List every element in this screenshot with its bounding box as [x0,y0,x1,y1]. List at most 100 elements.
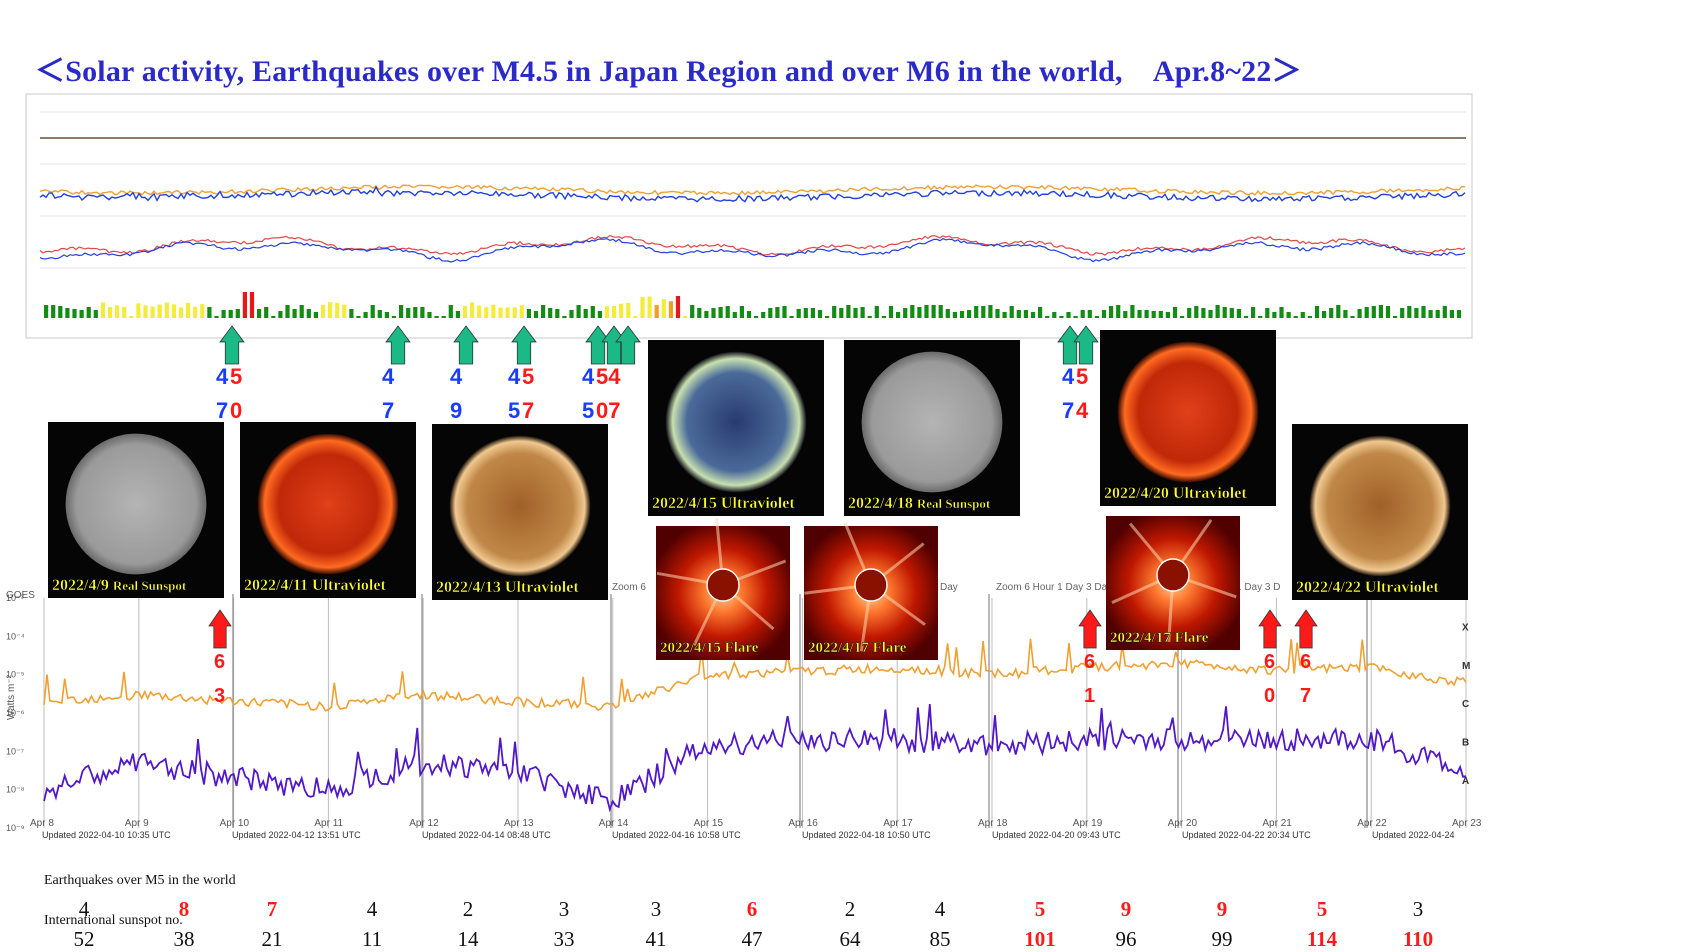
kp-bar [1222,307,1227,318]
kp-bar [739,306,744,318]
kp-bar [1357,309,1362,318]
japan-count-left: 7 [216,398,228,423]
kp-bar [136,303,141,318]
goes-date-label: Apr 16 [788,818,818,829]
kp-bar [839,308,844,318]
kp-bar [754,316,759,318]
kp-bar [896,312,901,318]
kp-bar [1329,308,1334,318]
kp-bar [1400,308,1405,318]
kp-bar [1066,312,1071,318]
caption-kind: Ultraviolet [1365,579,1439,596]
goes-zoom-label: Zoom 6 Hour 1 Day 3 Da [996,582,1108,593]
sunspot-number-cell: 52 [74,927,95,951]
sun-image-tile: 2022/4/15 Ultraviolet [648,340,824,516]
magnetometer-blue-line [39,237,1466,263]
kp-bar [832,306,837,318]
kp-bar [1364,307,1369,318]
kp-bar [335,302,340,318]
kp-bar [626,302,631,318]
kp-bar [1229,308,1234,318]
kp-bar [952,312,957,318]
kp-bar [399,305,404,318]
sun-image-tile: 2022/4/18 Real Sunspot [844,340,1020,516]
japan-count-left: 9 [450,398,462,423]
kp-bar [1180,316,1185,318]
sun-image-tile: 2022/4/11 Ultraviolet [240,422,416,598]
goes-zoom-label: 1 Day 3 D [1236,582,1280,593]
sun-image-caption: 2022/4/13 Ultraviolet [436,579,579,596]
kp-bar [711,308,716,318]
sun-disk [1117,341,1259,483]
kp-bar [107,307,113,318]
kp-bar [448,305,453,318]
kp-bar [1350,316,1355,318]
kp-bar [115,305,120,318]
japan-mag-right: 5 [522,364,534,389]
sunspot-number-cell: 110 [1403,927,1433,951]
kp-bar [299,305,304,318]
sunspot-number-cell: 41 [646,927,667,951]
japan-count-right: 07 [596,398,620,423]
caption-kind: Ultraviolet [505,579,579,596]
goes-date-label: Apr 8 [30,818,54,829]
goes-updated-label: Updated 2022-04-16 10:58 UTC [612,830,741,840]
kp-bar [732,312,737,318]
sun-image-caption: 2022/4/20 Ultraviolet [1104,485,1247,502]
top-strip-plots [39,111,1466,318]
kp-bar [1130,305,1135,318]
goes-updated-label: Updated 2022-04-14 08:48 UTC [422,830,551,840]
goes-long-flux-line [43,638,1467,712]
kp-bar [58,306,63,318]
kp-bar [257,309,262,318]
kp-bar [789,316,794,318]
earthquake-count-cell: 5 [1317,897,1328,921]
caption-date: 2022/4/17 [808,640,873,656]
japan-count-left: 7 [382,398,394,423]
kp-bar [420,307,425,318]
coronagraph-occulter [854,568,888,602]
quake-arrow-icon [1073,325,1099,365]
japan-mag-right: 54 [596,364,621,389]
kp-bar [228,310,233,318]
quake-arrow-icon [511,325,537,365]
caption-kind: Ultraviolet [721,495,795,512]
kp-bar [860,307,865,318]
kp-bar [576,305,581,318]
kp-bar [292,309,297,318]
kp-bar [93,310,98,318]
world-quake-count: 7 [1300,685,1311,707]
goes-ytick-label: 10⁻⁴ [6,631,25,641]
kp-bar [825,316,830,318]
kp-bar [817,310,823,318]
goes-date-label: Apr 20 [1168,818,1198,829]
kp-bar [1137,310,1142,318]
kp-bar [668,301,673,318]
kp-bar [640,297,645,318]
kp-bar [1194,306,1199,318]
world-quake-arrow-icon [208,609,232,649]
world-quake-mag: 6 [1084,651,1095,673]
earthquake-count-cell: 7 [267,897,278,921]
kp-bar [498,307,503,318]
kp-bar [1052,312,1057,318]
kp-bar [434,316,439,318]
kp-bar [1243,316,1249,318]
earthquake-count-cell: 4 [79,897,90,921]
goes-series [43,638,1467,813]
world-quake-arrow-icon [1258,609,1282,649]
kp-bar [129,316,134,318]
kp-bar [427,312,432,318]
sun-disk [861,351,1003,493]
sun-disk [665,351,807,493]
kp-bar [697,308,702,318]
kp-bar [654,305,659,318]
kp-bar [541,305,546,318]
goes-short-flux-line [43,704,1467,813]
kp-bar [470,302,475,318]
caption-date: 2022/4/18 [848,495,917,512]
kp-bar [377,310,382,318]
kp-bar [768,308,773,318]
kp-bar [1109,306,1114,318]
